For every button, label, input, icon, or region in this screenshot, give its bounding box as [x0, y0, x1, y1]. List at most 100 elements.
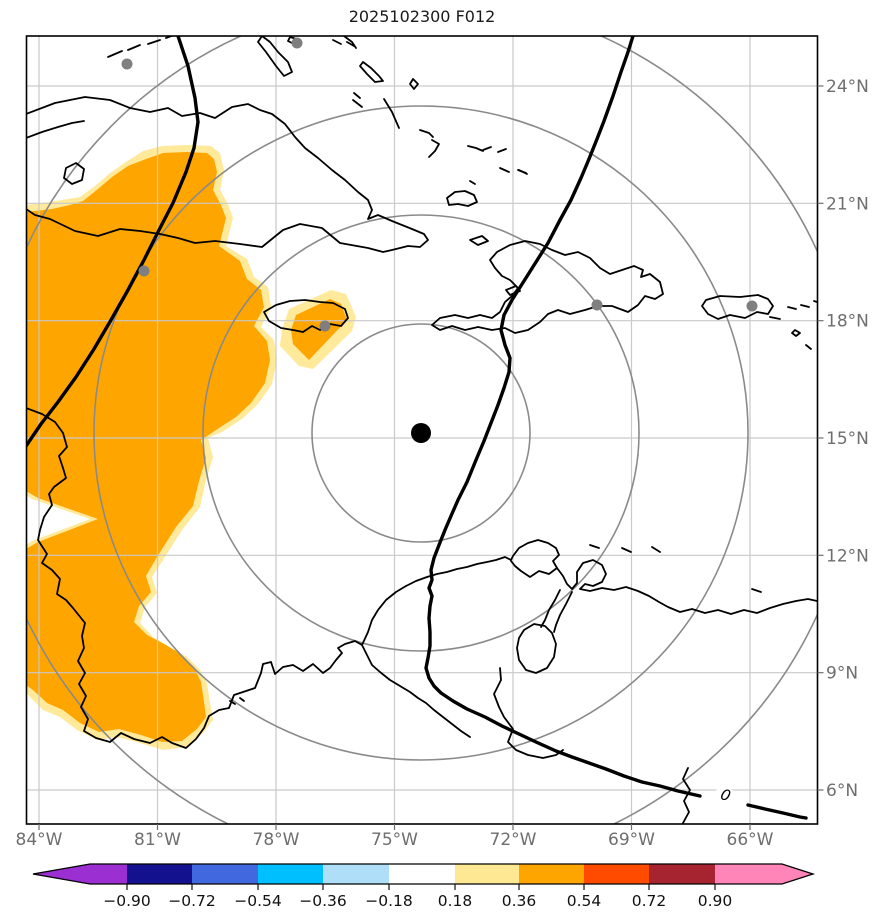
contour-label-halo	[714, 786, 737, 806]
x-axis-label: 75°W	[371, 830, 418, 850]
colorbar-segment	[455, 864, 519, 884]
coastline-path	[553, 591, 573, 633]
colorbar-segment	[258, 864, 323, 884]
map-area: 0	[26, 36, 818, 824]
colorbar-segment	[715, 864, 813, 884]
range-ring	[311, 323, 531, 543]
coastline-path	[346, 41, 355, 47]
coastline-path	[517, 169, 527, 174]
colorbar-tick-label: 0.18	[438, 892, 473, 910]
colorbar-segment	[323, 864, 389, 884]
colorbar-segment	[127, 864, 192, 884]
coastline-path	[446, 190, 478, 207]
coastline-path	[621, 547, 632, 553]
coastline-path	[497, 148, 507, 153]
coastline-path	[239, 697, 245, 702]
coastline-path	[257, 36, 293, 77]
coastline-path	[107, 50, 123, 58]
colorbar-tick-label: −0.90	[103, 892, 151, 910]
coastline-path	[147, 39, 161, 45]
y-axis-label: 6°N	[826, 781, 858, 801]
coastline-path	[352, 99, 363, 108]
colorbar-tick-label: −0.54	[234, 892, 282, 910]
coastline-path	[505, 285, 521, 296]
coastline-path	[651, 546, 661, 553]
coastline-path	[751, 588, 762, 593]
coastline-path	[428, 139, 440, 158]
colorbar-tick-label: 0.36	[502, 892, 537, 910]
coastline-path	[127, 44, 141, 51]
coastline-path	[467, 145, 484, 152]
city-marker-dot	[319, 320, 331, 332]
coastline-path	[229, 700, 236, 705]
coastline-path	[805, 344, 812, 350]
storm-center-dot	[411, 423, 431, 443]
coastline-path	[540, 589, 561, 628]
axes-labels: 84°W 81°W 78°W 75°W 72°W 69°W 66°W 24°N 21°N 18°N…	[16, 77, 869, 850]
coastline-path	[516, 623, 557, 674]
colorbar-segment	[584, 864, 649, 884]
city-marker-dot	[138, 265, 150, 277]
colorbar-segment	[192, 864, 258, 884]
y-axis-label: 21°N	[826, 194, 869, 214]
zero-contour-line	[26, 36, 200, 448]
zero-contour-line	[746, 803, 808, 820]
coastline-path	[787, 306, 797, 310]
coastline-path	[353, 92, 361, 99]
city-marker-dot	[591, 299, 603, 311]
coastline-path	[332, 39, 342, 45]
x-axis-label: 84°W	[16, 830, 63, 850]
colorbar-segment	[649, 864, 715, 884]
coastline-path	[26, 96, 429, 253]
coastline-path	[469, 180, 476, 185]
coastline-path	[26, 120, 85, 139]
y-axis-label: 9°N	[826, 664, 858, 684]
colorbar-tick-label: −0.36	[299, 892, 347, 910]
colorbar-tick-label: −0.72	[168, 892, 216, 910]
colorbar-tick-label: −0.18	[365, 892, 413, 910]
coastline-path	[791, 329, 801, 337]
coastline-path	[813, 300, 818, 303]
city-marker-dot	[121, 58, 133, 70]
coastline-path	[499, 167, 510, 173]
coastline-path	[769, 316, 781, 320]
y-axis-label: 12°N	[826, 546, 869, 566]
colorbar-segment	[389, 864, 455, 884]
x-axis-label: 72°W	[490, 830, 537, 850]
coastline-path	[493, 667, 564, 759]
coastline-path	[469, 235, 489, 246]
coastline-path	[263, 299, 349, 333]
plot-frame	[25, 35, 819, 825]
y-axis-label: 15°N	[826, 429, 869, 449]
coastline-path	[359, 61, 384, 83]
x-axis-label: 69°W	[608, 830, 655, 850]
coastline-path	[431, 240, 664, 334]
y-axis-label: 18°N	[826, 312, 869, 332]
shaded-region-inner	[26, 152, 270, 742]
city-marker-dot	[291, 37, 303, 49]
coastline-path	[682, 767, 691, 824]
coastline-path	[556, 559, 818, 615]
colorbar: −0.90 −0.72 −0.54 −0.36 −0.18 0.18 0.36 0.54 0.7…	[32, 863, 816, 910]
coastline-path	[589, 544, 600, 549]
x-axis-label: 78°W	[253, 830, 300, 850]
figure-title: 2025102300 F012	[349, 7, 496, 26]
colorbar-tick-label: 0.90	[698, 892, 733, 910]
colorbar-segment	[519, 864, 584, 884]
coastline-path	[701, 294, 774, 320]
range-ring	[202, 214, 640, 652]
colorbar-tick-label: 0.54	[567, 892, 602, 910]
colorbar-outline	[32, 863, 816, 885]
x-axis-label: 66°W	[727, 830, 774, 850]
coastline-path	[26, 407, 471, 749]
coastline-path	[419, 129, 434, 138]
coastline-path	[63, 162, 85, 185]
colorbar-tick-label: 0.72	[632, 892, 667, 910]
y-axis-label: 24°N	[826, 77, 869, 97]
coastline-path	[482, 146, 492, 151]
coastline-path	[409, 78, 419, 90]
colorbar-segment	[33, 864, 127, 884]
zero-contour-line	[424, 36, 702, 798]
